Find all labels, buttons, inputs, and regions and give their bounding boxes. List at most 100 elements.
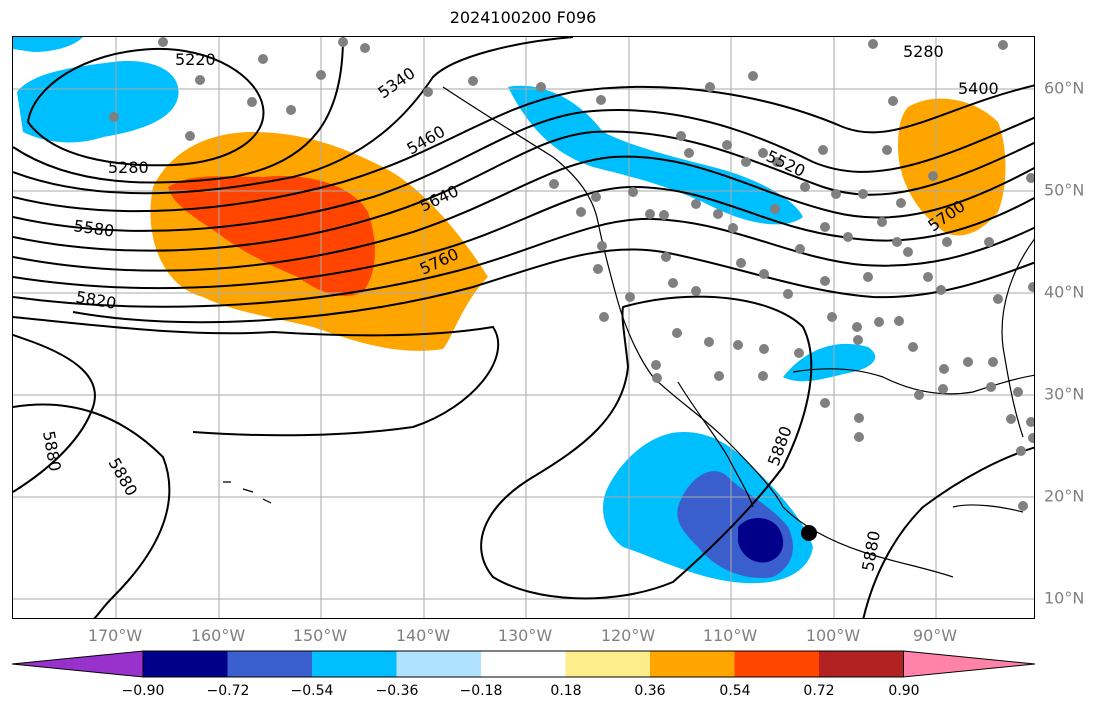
contour-label: 5880 [858,529,884,572]
longitude-label: 120°W [600,626,656,645]
station-dot [1006,414,1016,424]
contour-label: 5880 [764,424,796,469]
colorbar-segment [481,651,566,677]
contour-5340 [13,37,574,195]
colorbar-segment [565,651,650,677]
colorbar-tick-label: 0.54 [719,683,751,699]
longitude-label: 140°W [395,626,451,645]
colorbar-tick-label: 0.72 [803,683,835,699]
contour-5880-east [862,446,1034,618]
station-dot [984,237,994,247]
station-dot [938,384,948,394]
station-dot [286,105,296,115]
colorbar-tick-label: 0.90 [888,683,920,699]
coast-east [1001,238,1034,438]
station-dot [998,40,1008,50]
station-dot [195,75,205,85]
contour-5460 [13,109,1034,232]
contour-5880-mexico [480,295,813,600]
station-dot [661,252,671,262]
longitude-label: 110°W [702,626,758,645]
station-dot [659,210,669,220]
contour-label: 5460 [404,122,449,159]
contour-5640 [13,185,1034,290]
latitude-label: 40°N [1044,282,1085,302]
station-dot [758,371,768,381]
station-dot [923,272,933,282]
station-dot [652,373,662,383]
station-dot [536,82,546,92]
coast-cuba [952,504,1024,513]
station-dot [877,217,887,227]
contour-5700 [13,217,1034,308]
station-dot [820,276,830,286]
station-dot [820,222,830,232]
station-dot [733,340,743,350]
station-dot [728,223,738,233]
map-canvas: 5220 5280 5340 5280 5400 5460 5520 5580 … [13,37,1034,618]
longitude-label: 130°W [497,626,553,645]
colorbar-segment [819,651,904,677]
latitude-label: 50°N [1044,180,1085,200]
colorbar-segment [227,651,312,677]
colorbar-segment [312,651,397,677]
colorbar-tick-label: 0.18 [550,683,582,699]
station-dot [896,198,906,208]
contour-label: 5520 [763,146,808,180]
map-grid [13,37,1034,618]
station-dot [874,317,884,327]
contour-5760 [72,248,1034,324]
station-dot [741,157,751,167]
station-dot [576,207,586,217]
coast-hawaii [223,481,272,504]
station-dot [1026,173,1034,183]
station-dot [759,344,769,354]
station-dot [936,285,946,295]
station-dot [783,289,793,299]
station-dot [795,244,805,254]
station-dot [928,171,938,181]
colorbar-segment [143,651,228,677]
station-dot [247,97,257,107]
longitude-label: 90°W [912,626,958,645]
station-dot [668,278,678,288]
station-dot [854,432,864,442]
positive-anomaly-hudson [898,98,1006,236]
station-dot [705,82,715,92]
negative-anomaly-alaska [17,61,179,143]
contour-label: 5220 [175,50,216,69]
storm-center-marker [801,525,817,541]
longitude-label: 160°W [190,626,246,645]
station-dot [1018,501,1028,511]
station-dot [770,204,780,214]
contour-5880-pacific [13,403,171,618]
station-dot [714,371,724,381]
station-dot [691,286,701,296]
station-dot [713,209,723,219]
station-dot [800,182,810,192]
contour-5520 [13,130,1034,252]
station-dot [888,96,898,106]
station-dot [827,312,837,322]
colorbar-segment [396,651,481,677]
station-dot [593,264,603,274]
colorbar-outline [142,650,904,678]
station-dot [338,37,348,47]
station-dot [651,360,661,370]
colorbar-tick-label: 0.36 [634,683,666,699]
longitude-label: 170°W [87,626,143,645]
station-dot [986,382,996,392]
station-dot [1016,446,1026,456]
station-dot [423,87,433,97]
colorbar-tick-label: −0.54 [290,683,334,699]
contour-5400 [13,84,1034,213]
station-dot [591,192,601,202]
station-dot [158,37,168,47]
contour-label: 5280 [108,158,149,177]
colorbar-tick-label: −0.90 [121,683,165,699]
station-dot [360,43,370,53]
station-dot [1026,417,1034,427]
station-dot [1028,282,1034,292]
station-dot [625,292,635,302]
contour-5280-west [13,37,344,184]
